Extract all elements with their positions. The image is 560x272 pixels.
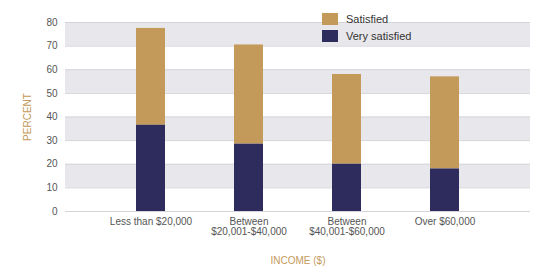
svg-text:Between$20,001-$40,000: Between$20,001-$40,000 (211, 216, 287, 237)
svg-text:PERCENT: PERCENT (22, 93, 33, 141)
svg-text:50: 50 (46, 88, 58, 99)
svg-text:Less than $20,000: Less than $20,000 (110, 216, 193, 227)
svg-text:80: 80 (46, 17, 58, 28)
html-text:Satisfied: Satisfied (346, 12, 389, 25)
svg-text:70: 70 (46, 40, 58, 51)
svg-text:30: 30 (46, 135, 58, 146)
svg-text:INCOME ($): INCOME ($) (271, 255, 326, 266)
svg-text:Between$40,001-$60,000: Between$40,001-$60,000 (309, 216, 385, 237)
svg-text:60: 60 (46, 64, 58, 75)
html-text:Very satisfied: Very satisfied (346, 29, 412, 42)
svg-text:10: 10 (46, 182, 58, 193)
svg-text:0: 0 (52, 206, 58, 217)
svg-text:Over $60,000: Over $60,000 (415, 216, 476, 227)
svg-text:20: 20 (46, 158, 58, 169)
svg-text:40: 40 (46, 111, 58, 122)
